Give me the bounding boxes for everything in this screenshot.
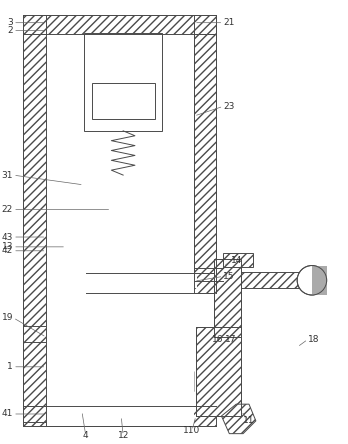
- Bar: [86, 205, 160, 293]
- Bar: [84, 32, 163, 131]
- Circle shape: [297, 266, 327, 295]
- Bar: [84, 87, 163, 131]
- Bar: [23, 15, 46, 426]
- Bar: [214, 259, 241, 337]
- Bar: [66, 175, 180, 205]
- Text: 31: 31: [1, 170, 13, 179]
- Text: 18: 18: [308, 335, 319, 344]
- Bar: [86, 274, 214, 293]
- Text: 19: 19: [1, 313, 13, 322]
- Text: 43: 43: [2, 233, 13, 242]
- Text: 16: 16: [212, 335, 223, 344]
- Text: 12: 12: [118, 431, 129, 440]
- Polygon shape: [221, 404, 256, 434]
- Bar: [46, 35, 194, 426]
- Text: 15: 15: [223, 272, 235, 281]
- Polygon shape: [312, 266, 327, 295]
- Bar: [241, 273, 300, 288]
- Text: 17: 17: [226, 335, 237, 344]
- Text: 21: 21: [223, 18, 235, 27]
- Bar: [196, 328, 241, 416]
- Polygon shape: [86, 293, 160, 367]
- Text: 23: 23: [223, 102, 235, 111]
- Text: 41: 41: [2, 409, 13, 419]
- Text: 14: 14: [231, 256, 243, 265]
- Bar: [23, 406, 215, 426]
- Bar: [46, 225, 60, 237]
- Bar: [92, 83, 155, 119]
- Text: 42: 42: [2, 246, 13, 255]
- Text: 110: 110: [183, 426, 200, 435]
- Bar: [84, 49, 163, 74]
- Bar: [23, 406, 46, 422]
- Text: 13: 13: [1, 242, 13, 251]
- Text: 3: 3: [7, 18, 13, 27]
- Text: 11: 11: [243, 416, 255, 425]
- Bar: [223, 253, 253, 266]
- Text: 1: 1: [7, 362, 13, 371]
- Text: 4: 4: [83, 431, 89, 440]
- Bar: [46, 237, 68, 251]
- Bar: [23, 326, 46, 342]
- Polygon shape: [74, 372, 194, 424]
- Text: 22: 22: [2, 205, 13, 214]
- Bar: [214, 259, 241, 337]
- Bar: [59, 393, 81, 411]
- Bar: [23, 15, 215, 35]
- Bar: [194, 15, 215, 293]
- Bar: [103, 276, 197, 288]
- Bar: [196, 328, 241, 416]
- Text: 2: 2: [7, 26, 13, 35]
